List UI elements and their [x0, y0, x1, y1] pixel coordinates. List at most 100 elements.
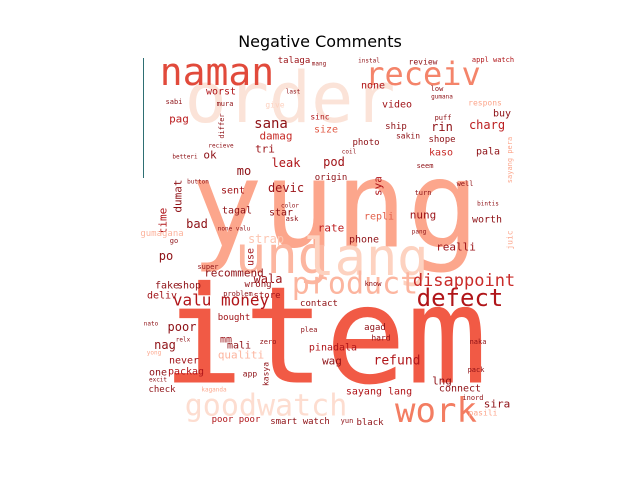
word-realli: realli — [436, 241, 476, 254]
word-super: super — [197, 263, 218, 271]
word-pod: pod — [323, 155, 345, 169]
word-sinc: sinc — [310, 113, 329, 122]
word-bad: bad — [186, 217, 208, 231]
word-po: po — [159, 249, 173, 263]
word-recommend: recommend — [204, 267, 264, 280]
word-sayang-pera: sayang pera — [506, 137, 514, 183]
word-review: review — [409, 58, 438, 67]
word-go: go — [170, 237, 178, 245]
word-strap: strap — [248, 232, 284, 246]
word-nung: nung — [410, 209, 437, 222]
word-hard: hard — [371, 334, 390, 343]
word-never: never — [169, 356, 199, 367]
word-instal: instal — [358, 58, 380, 65]
word-button: button — [187, 179, 209, 186]
word-pag: pag — [169, 113, 189, 126]
word-charg: charg — [469, 118, 505, 132]
word-betteri: betteri — [172, 154, 198, 161]
word-sira: sira — [484, 398, 511, 411]
word-pack: pack — [468, 366, 486, 374]
word-give: give — [265, 101, 284, 110]
word-sana: sana — [254, 116, 288, 132]
word-poor-poor: poor poor — [212, 415, 261, 425]
word-sayang-lang: sayang lang — [346, 387, 412, 398]
word-phone: phone — [349, 235, 379, 246]
word-pang: pang — [412, 229, 427, 236]
word-size: size — [314, 125, 338, 136]
word-packag: packag — [168, 367, 204, 378]
word-kaganda: kaganda — [201, 387, 227, 394]
word-none: none — [361, 81, 385, 92]
word-ask: ask — [286, 215, 299, 223]
word-naka: naka — [470, 338, 487, 346]
word-contact: contact — [300, 299, 338, 309]
word-check: check — [148, 385, 176, 395]
word-work: work — [395, 391, 477, 431]
word-bought: bought — [218, 313, 251, 323]
axis-spine-fragment — [143, 58, 144, 178]
word-zero: zero — [260, 338, 277, 346]
word-qualiti: qualiti — [218, 349, 264, 362]
word-none-valu: none valu — [218, 226, 251, 233]
word-last: last — [286, 89, 301, 96]
word-pala: pala — [476, 147, 500, 158]
word-defect: defect — [417, 284, 504, 312]
word-sent: sent — [221, 186, 245, 197]
word-leak: leak — [272, 156, 302, 170]
word-one: one — [149, 368, 167, 379]
word-naman: naman — [160, 50, 274, 94]
word-problem: problem — [223, 290, 253, 298]
word-tagal: tagal — [222, 206, 252, 217]
word-deliv: deliv — [147, 291, 177, 302]
word-cloud-background — [144, 56, 510, 430]
word-low: low — [431, 85, 444, 93]
word-goodwatch: goodwatch — [185, 389, 348, 424]
word-ship: ship — [385, 122, 407, 132]
word-receiv: receiv — [365, 55, 481, 93]
word-mang: mang — [312, 61, 327, 68]
word-recieve: recieve — [208, 143, 234, 150]
word-tri: tri — [255, 143, 275, 156]
word-talaga: talaga — [278, 56, 311, 66]
word-turn: turn — [415, 189, 432, 197]
word-ung: ung — [235, 226, 329, 286]
word-yong: yong — [147, 350, 162, 357]
word-buy: buy — [493, 109, 511, 120]
word-puff: puff — [435, 114, 452, 122]
word-devic: devic — [268, 181, 304, 195]
word-order: order — [185, 57, 396, 139]
word-differ: differ — [218, 113, 226, 138]
word-shop: shop — [177, 281, 201, 292]
word-agad: agad — [364, 323, 386, 333]
word-store: store — [253, 291, 280, 301]
word-refund: refund — [374, 354, 421, 369]
word-gumana: gumana — [431, 94, 453, 101]
word-nag: nag — [154, 338, 176, 352]
word-kasya: kasya — [262, 362, 271, 386]
word-shope: shope — [428, 135, 455, 145]
word-disappoint: disappoint — [413, 271, 515, 291]
word-use: use — [246, 248, 257, 266]
word-juic: juic — [506, 230, 515, 249]
word-fake: fake — [155, 281, 179, 292]
word-wag: wag — [322, 355, 342, 368]
word-kaso: kaso — [429, 148, 453, 159]
word-appl-watch: appl watch — [472, 56, 514, 64]
word-lang: lang — [303, 228, 428, 288]
word-plea: plea — [301, 326, 318, 334]
word-worst: worst — [206, 87, 236, 98]
word-wrong: wrong — [244, 280, 271, 290]
word-video: video — [382, 100, 412, 111]
word-seem: seem — [417, 162, 434, 170]
word-relx: relx — [176, 337, 191, 344]
word-yung: yung — [191, 137, 480, 276]
word-pinadala: pinadala — [309, 343, 357, 354]
word-sakin: sakin — [396, 132, 420, 141]
word-time: time — [157, 208, 170, 235]
word-photo: photo — [352, 138, 379, 148]
word-well: well — [457, 180, 474, 188]
word-wala: wala — [254, 272, 283, 286]
word-nato: nato — [144, 321, 159, 328]
word-valu-money: valu money — [173, 291, 270, 310]
word-connect: connect — [439, 384, 481, 395]
